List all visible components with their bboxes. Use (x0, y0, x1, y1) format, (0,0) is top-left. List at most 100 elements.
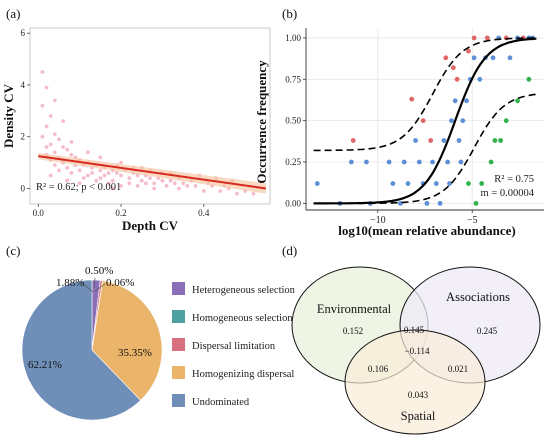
annotation-r2-b: R² = 0.75 (494, 174, 534, 185)
y-tick-label-a: 4 (21, 80, 26, 90)
data-point-neutral (401, 159, 407, 165)
annotation-a: R² = 0.62; p < 0.001 (36, 182, 121, 193)
data-point-neutral (460, 118, 466, 124)
y-tick-label-b: 0.25 (285, 157, 301, 167)
data-point-a (86, 150, 90, 155)
data-point-a (65, 178, 70, 183)
data-point-a (69, 152, 74, 157)
data-point-above (350, 138, 356, 143)
data-point-a (86, 173, 90, 178)
panel-d-venn: Environmental Associations Spatial 0.152… (291, 266, 541, 435)
data-point-a (44, 124, 49, 129)
data-point-neutral (405, 181, 411, 186)
legend-label: Dispersal limitation (192, 341, 276, 352)
data-point-below (498, 138, 503, 143)
data-point-below (488, 159, 494, 165)
venn-label-associations: Associations (446, 290, 510, 304)
data-point-neutral (424, 200, 430, 206)
data-point-a (90, 171, 94, 175)
data-point-below (515, 98, 520, 104)
data-point-below (479, 181, 485, 186)
data-point-neutral (314, 181, 320, 186)
data-point-a (193, 183, 198, 188)
data-point-a (160, 178, 165, 183)
x-tick-label-a: 0.0 (33, 208, 45, 218)
legend-label: Homogenizing dispersal (192, 369, 294, 380)
data-point-a (152, 181, 157, 186)
venn-value-associations: 0.245 (477, 326, 498, 336)
x-axis-title-a: Depth CV (122, 218, 179, 233)
data-point-above (484, 35, 490, 41)
data-point-a (52, 150, 57, 155)
confidence-band-a (38, 153, 266, 194)
data-point-a (119, 173, 123, 178)
y-axis-title-a: Density CV (1, 83, 16, 148)
data-point-a (143, 181, 148, 186)
data-point-a (218, 189, 223, 193)
x-tick-label-b: −5 (467, 215, 478, 226)
data-point-neutral (464, 98, 469, 104)
data-point-a (106, 171, 111, 175)
data-point-a (234, 191, 239, 196)
data-point-a (98, 155, 103, 160)
data-point-above (466, 48, 471, 54)
data-point-above (428, 138, 434, 143)
data-point-below (492, 138, 498, 143)
data-point-a (152, 186, 157, 191)
regression-line-a (38, 155, 267, 190)
data-point-neutral (348, 159, 354, 165)
data-point-a (65, 147, 70, 152)
y-tick-label-b: 0.75 (285, 74, 301, 84)
panel-label-a: (a) (6, 6, 20, 21)
venn-value-assoc-spatial: 0.021 (448, 364, 468, 374)
data-point-neutral (437, 200, 443, 206)
pie-value-label: 0.50% (85, 265, 113, 277)
data-point-a (110, 178, 115, 183)
data-point-below (526, 76, 532, 82)
data-point-neutral (477, 76, 483, 82)
data-point-above (450, 65, 456, 71)
data-point-a (251, 191, 256, 196)
data-point-a (139, 178, 144, 183)
data-point-a (148, 176, 152, 181)
data-point-a (164, 183, 169, 188)
data-point-a (177, 186, 181, 191)
data-point-neutral (456, 138, 462, 143)
legend-swatch (172, 394, 185, 407)
data-point-a (77, 168, 82, 173)
y-tick-label-b: 1.00 (285, 33, 301, 43)
data-point-a (40, 103, 45, 108)
pie-leader-line (93, 277, 96, 289)
data-point-neutral (386, 159, 392, 165)
x-tick-label-b: −10 (370, 215, 386, 226)
confidence-curve-b (313, 37, 537, 152)
data-point-a (127, 176, 132, 181)
panel-label-d: (d) (282, 243, 297, 258)
pie-value-label: 0.06% (106, 277, 134, 289)
data-point-a (52, 98, 57, 103)
data-point-a (106, 181, 111, 186)
venn-label-spatial: Spatial (401, 409, 436, 423)
legend-swatch (172, 310, 185, 323)
data-point-a (69, 171, 74, 175)
data-point-neutral (430, 159, 435, 165)
data-point-a (48, 114, 53, 118)
pie-value-label: 35.35% (118, 347, 152, 359)
data-point-neutral (413, 138, 418, 143)
data-point-above (443, 55, 449, 61)
data-point-a (57, 168, 61, 173)
panel-c-pie: 1.88%0.50%0.06% 35.35% 62.21% Heterogeneous… (21, 265, 296, 421)
venn-circle-spatial (344, 329, 486, 435)
data-point-a (52, 132, 57, 137)
data-point-a (57, 137, 61, 142)
data-point-a (65, 165, 70, 170)
data-point-a (40, 134, 45, 139)
data-point-a (48, 142, 53, 147)
venn-value-env-assoc: 0.145 (404, 325, 425, 335)
data-point-neutral (471, 55, 477, 61)
data-point-a (94, 178, 99, 183)
legend-swatch (172, 366, 185, 379)
data-point-neutral (458, 159, 464, 165)
data-point-a (81, 176, 86, 181)
y-axis-title-b: Occurrence frequency (254, 60, 269, 184)
